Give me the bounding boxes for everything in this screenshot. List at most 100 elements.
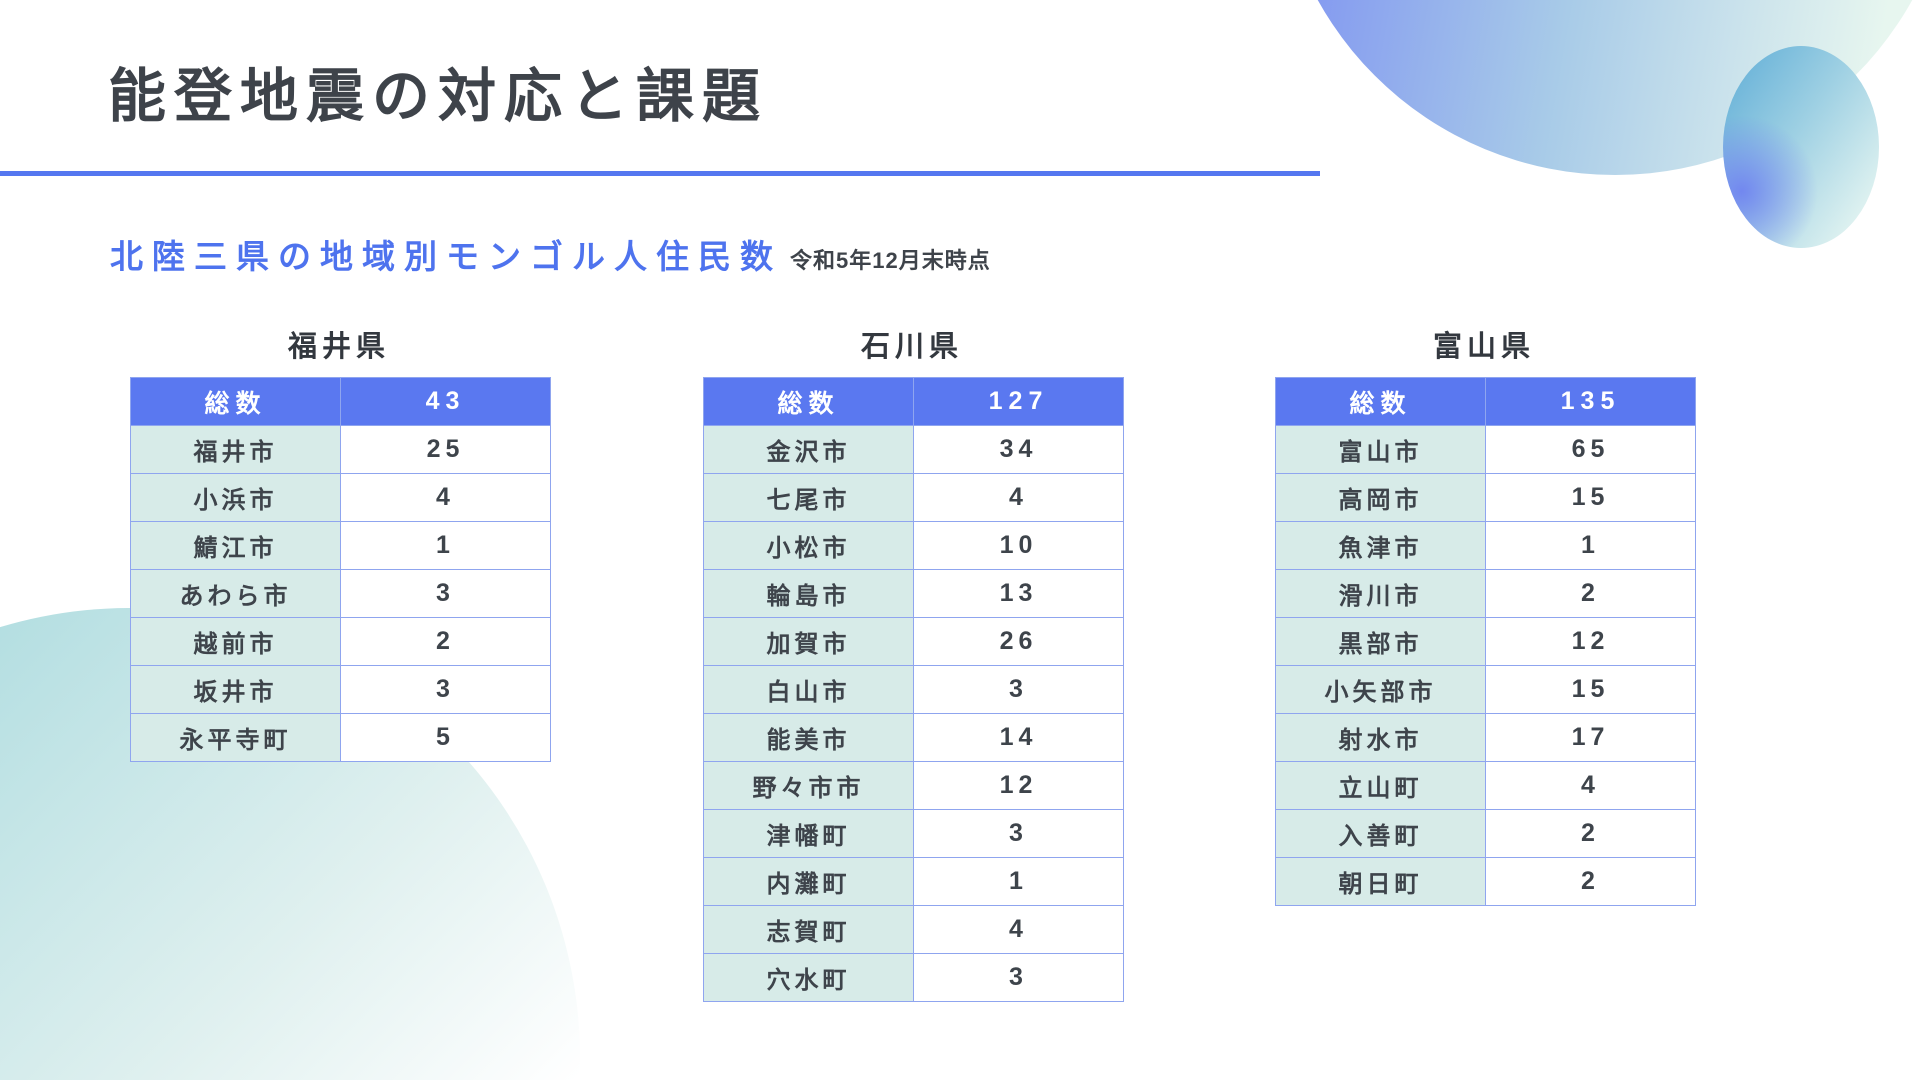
municipality-name-cell: 鯖江市 <box>130 521 341 570</box>
prefecture-section-ishikawa: 石川県 総数 127 金沢市 34 七尾市 4 小松市 10 輪島市 13 加賀市 26 白山市 3 能… <box>703 330 1124 1002</box>
total-row: 総数 43 <box>130 377 551 426</box>
municipality-row: 七尾市 4 <box>703 473 1124 522</box>
municipality-row: 富山市 65 <box>1275 425 1696 474</box>
municipality-value-cell: 65 <box>1485 425 1696 474</box>
municipality-name-cell: 穴水町 <box>703 953 914 1002</box>
municipality-row: 白山市 3 <box>703 665 1124 714</box>
municipality-row: 小矢部市 15 <box>1275 665 1696 714</box>
total-label-cell: 総数 <box>1275 377 1486 426</box>
prefecture-title: 福井県 <box>287 331 390 363</box>
municipality-value-cell: 5 <box>340 713 551 762</box>
municipality-row: 野々市市 12 <box>703 761 1124 810</box>
municipality-name-cell: 能美市 <box>703 713 914 762</box>
municipality-value-cell: 12 <box>1485 617 1696 666</box>
municipality-name-cell: 津幡町 <box>703 809 914 858</box>
municipality-value-cell: 3 <box>340 665 551 714</box>
municipality-name-cell: 加賀市 <box>703 617 914 666</box>
municipality-row: 津幡町 3 <box>703 809 1124 858</box>
municipality-name-cell: 内灘町 <box>703 857 914 906</box>
prefecture-title: 石川県 <box>860 331 963 363</box>
municipality-row: 志賀町 4 <box>703 905 1124 954</box>
municipality-value-cell: 2 <box>1485 857 1696 906</box>
municipality-row: 坂井市 3 <box>130 665 551 714</box>
municipality-name-cell: 福井市 <box>130 425 341 474</box>
municipality-value-cell: 1 <box>340 521 551 570</box>
municipality-row: 金沢市 34 <box>703 425 1124 474</box>
municipality-value-cell: 12 <box>913 761 1124 810</box>
municipality-name-cell: 小矢部市 <box>1275 665 1486 714</box>
municipality-row: 能美市 14 <box>703 713 1124 762</box>
municipality-value-cell: 10 <box>913 521 1124 570</box>
municipality-value-cell: 25 <box>340 425 551 474</box>
municipality-name-cell: 志賀町 <box>703 905 914 954</box>
residents-table-toyama: 総数 135 富山市 65 高岡市 15 魚津市 1 滑川市 2 黒部市 12 小矢部市 15 射水市 1… <box>1275 377 1696 906</box>
municipality-row: 入善町 2 <box>1275 809 1696 858</box>
municipality-value-cell: 2 <box>340 617 551 666</box>
municipality-row: 高岡市 15 <box>1275 473 1696 522</box>
municipality-name-cell: 七尾市 <box>703 473 914 522</box>
municipality-value-cell: 14 <box>913 713 1124 762</box>
municipality-value-cell: 3 <box>913 953 1124 1002</box>
municipality-row: 加賀市 26 <box>703 617 1124 666</box>
municipality-value-cell: 15 <box>1485 665 1696 714</box>
municipality-name-cell: 入善町 <box>1275 809 1486 858</box>
municipality-row: 朝日町 2 <box>1275 857 1696 906</box>
total-value-cell: 135 <box>1485 377 1696 426</box>
municipality-row: 穴水町 3 <box>703 953 1124 1002</box>
municipality-row: 内灘町 1 <box>703 857 1124 906</box>
municipality-value-cell: 4 <box>913 905 1124 954</box>
municipality-row: 魚津市 1 <box>1275 521 1696 570</box>
municipality-name-cell: 立山町 <box>1275 761 1486 810</box>
total-row: 総数 135 <box>1275 377 1696 426</box>
prefecture-section-toyama: 富山県 総数 135 富山市 65 高岡市 15 魚津市 1 滑川市 2 黒部市 12 小矢部市 15… <box>1275 330 1696 906</box>
residents-table-fukui: 総数 43 福井市 25 小浜市 4 鯖江市 1 あわら市 3 越前市 2 坂井市 3 永平寺町 5 <box>130 377 551 762</box>
municipality-name-cell: 野々市市 <box>703 761 914 810</box>
municipality-name-cell: 小松市 <box>703 521 914 570</box>
section-subtitle: 北陸三県の地域別モンゴル人住民数 <box>110 238 782 275</box>
municipality-value-cell: 15 <box>1485 473 1696 522</box>
total-row: 総数 127 <box>703 377 1124 426</box>
municipality-name-cell: 坂井市 <box>130 665 341 714</box>
municipality-row: 越前市 2 <box>130 617 551 666</box>
municipality-name-cell: 小浜市 <box>130 473 341 522</box>
residents-table-ishikawa: 総数 127 金沢市 34 七尾市 4 小松市 10 輪島市 13 加賀市 26 白山市 3 能美市 14… <box>703 377 1124 1002</box>
municipality-value-cell: 2 <box>1485 569 1696 618</box>
municipality-row: 小浜市 4 <box>130 473 551 522</box>
municipality-value-cell: 34 <box>913 425 1124 474</box>
municipality-name-cell: 朝日町 <box>1275 857 1486 906</box>
municipality-name-cell: 射水市 <box>1275 713 1486 762</box>
municipality-row: 輪島市 13 <box>703 569 1124 618</box>
total-label-cell: 総数 <box>130 377 341 426</box>
municipality-value-cell: 3 <box>340 569 551 618</box>
subtitle-date-note: 令和5年12月末時点 <box>790 248 991 273</box>
municipality-name-cell: 永平寺町 <box>130 713 341 762</box>
municipality-row: 滑川市 2 <box>1275 569 1696 618</box>
municipality-value-cell: 1 <box>1485 521 1696 570</box>
municipality-row: あわら市 3 <box>130 569 551 618</box>
total-label-cell: 総数 <box>703 377 914 426</box>
municipality-value-cell: 13 <box>913 569 1124 618</box>
municipality-value-cell: 1 <box>913 857 1124 906</box>
municipality-row: 黒部市 12 <box>1275 617 1696 666</box>
municipality-name-cell: 黒部市 <box>1275 617 1486 666</box>
municipality-row: 鯖江市 1 <box>130 521 551 570</box>
municipality-name-cell: 高岡市 <box>1275 473 1486 522</box>
slide-title: 能登地震の対応と課題 <box>108 64 769 129</box>
municipality-name-cell: 滑川市 <box>1275 569 1486 618</box>
total-value-cell: 127 <box>913 377 1124 426</box>
municipality-name-cell: あわら市 <box>130 569 341 618</box>
municipality-value-cell: 17 <box>1485 713 1696 762</box>
municipality-row: 福井市 25 <box>130 425 551 474</box>
municipality-name-cell: 金沢市 <box>703 425 914 474</box>
municipality-value-cell: 3 <box>913 665 1124 714</box>
municipality-row: 小松市 10 <box>703 521 1124 570</box>
municipality-name-cell: 富山市 <box>1275 425 1486 474</box>
municipality-value-cell: 26 <box>913 617 1124 666</box>
section-heading: 北陸三県の地域別モンゴル人住民数 令和5年12月末時点 <box>110 230 991 278</box>
municipality-row: 射水市 17 <box>1275 713 1696 762</box>
municipality-name-cell: 魚津市 <box>1275 521 1486 570</box>
prefecture-title: 富山県 <box>1432 331 1535 363</box>
municipality-name-cell: 輪島市 <box>703 569 914 618</box>
municipality-name-cell: 越前市 <box>130 617 341 666</box>
